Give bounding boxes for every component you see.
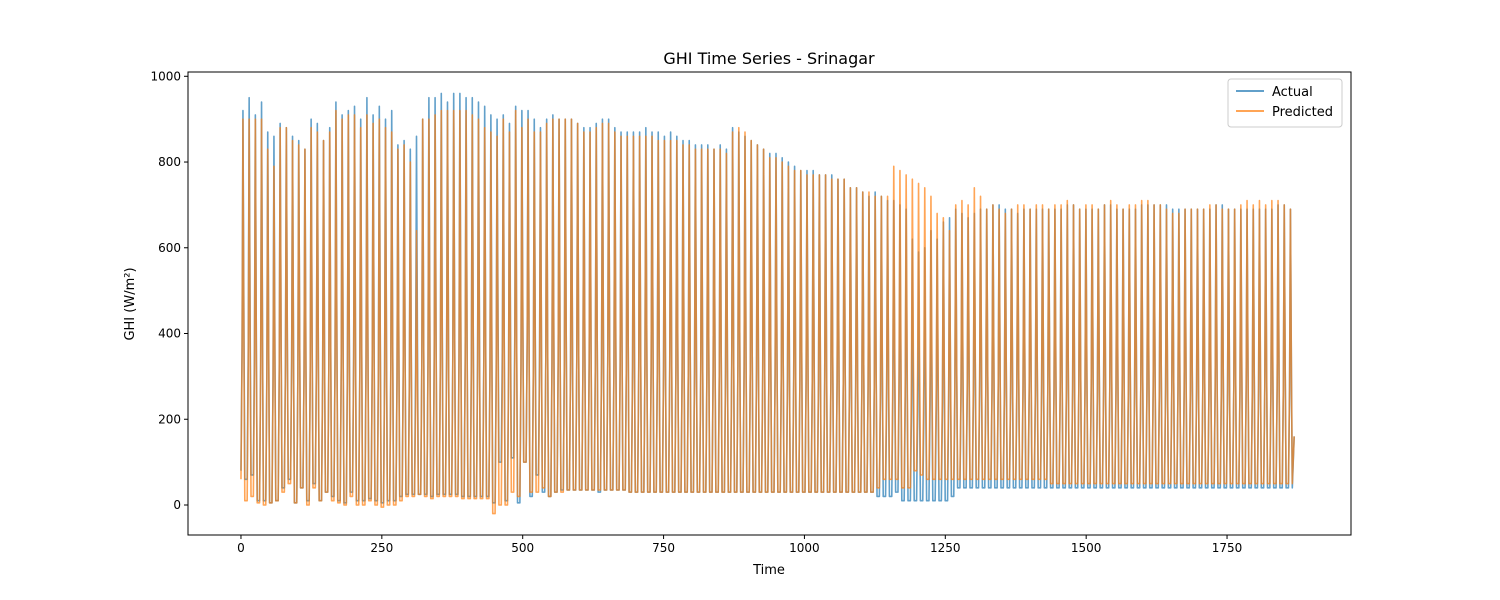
y-tick-label: 800 [158,155,181,169]
x-tick-label: 750 [652,541,675,555]
x-tick-label: 500 [511,541,534,555]
y-tick-label: 0 [173,498,181,512]
x-axis-label: Time [752,563,785,578]
legend: Actual Predicted [1227,78,1343,128]
x-axis-ticks: 0 250 500 750 1000 1250 1500 1750 [237,535,1242,555]
y-axis-ticks: 0 200 400 600 800 1000 [150,69,188,512]
y-tick-label: 200 [158,412,181,426]
y-tick-label: 400 [158,327,181,341]
y-tick-label: 600 [158,241,181,255]
series-line-predicted [240,109,1295,515]
legend-label-predicted: Predicted [1272,105,1333,120]
x-tick-label: 1500 [1071,541,1102,555]
legend-label-actual: Actual [1272,85,1313,100]
series-layer [240,92,1295,515]
x-tick-label: 250 [370,541,393,555]
x-tick-label: 1250 [930,541,961,555]
x-tick-label: 1750 [1212,541,1243,555]
chart-title: GHI Time Series - Srinagar [663,49,875,68]
axes-frame [187,71,1352,536]
x-tick-label: 0 [237,541,245,555]
x-tick-label: 1000 [789,541,820,555]
y-tick-label: 1000 [150,69,181,83]
y-axis-label: GHI (W/m²) [123,267,138,340]
